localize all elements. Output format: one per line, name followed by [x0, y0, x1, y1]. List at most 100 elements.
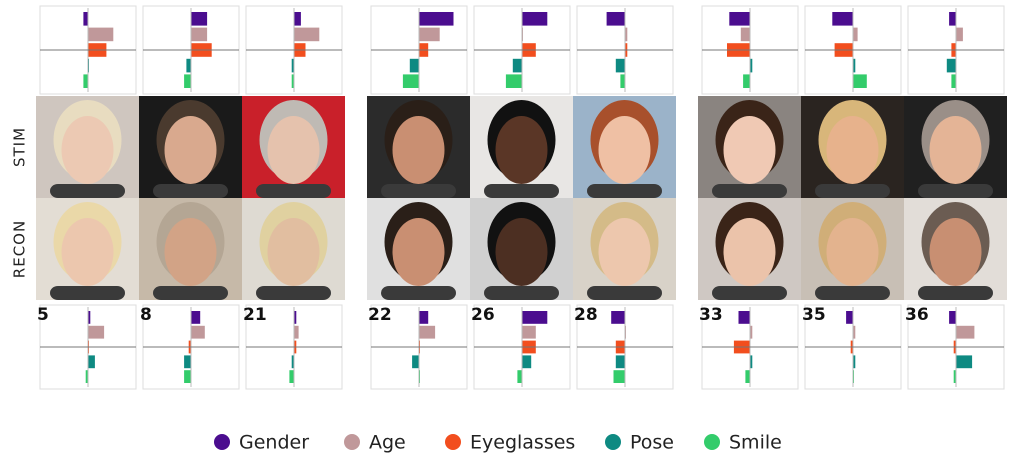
- reconstruction-image: [36, 198, 139, 300]
- shoulders: [918, 184, 993, 198]
- attribute-bar: [522, 311, 547, 324]
- face: [724, 116, 776, 184]
- face: [599, 218, 651, 286]
- attribute-bar: [88, 355, 95, 368]
- stimulus-id: 21: [243, 305, 267, 325]
- legend-label: Gender: [239, 432, 309, 454]
- legend-marker: [214, 434, 230, 450]
- stimulus-id: 5: [37, 305, 49, 325]
- legend-label: Age: [369, 432, 406, 454]
- stimulus-id: 35: [802, 305, 826, 325]
- face: [268, 116, 320, 184]
- attribute-bar: [294, 326, 299, 339]
- stimulus-image: [904, 96, 1007, 198]
- shoulders: [256, 286, 331, 300]
- attribute-bar: [513, 59, 522, 73]
- face: [496, 116, 548, 184]
- attribute-bar: [739, 311, 751, 324]
- attribute-bar: [853, 74, 867, 88]
- stimulus-id: 22: [368, 305, 392, 325]
- attribute-bar: [88, 28, 113, 42]
- legend-marker: [344, 434, 360, 450]
- attribute-bar: [294, 28, 319, 42]
- legend-marker: [445, 434, 461, 450]
- stimulus-id: 28: [574, 305, 598, 325]
- stimulus-id: 33: [699, 305, 723, 325]
- attribute-bar: [956, 326, 974, 339]
- face: [165, 116, 217, 184]
- face: [62, 218, 114, 286]
- attribute-bar: [412, 355, 419, 368]
- shoulders: [50, 286, 125, 300]
- legend-label: Pose: [630, 432, 674, 454]
- row-label: RECON: [11, 220, 29, 278]
- attribute-bar: [956, 355, 972, 368]
- stimulus-image: [801, 96, 904, 198]
- face: [724, 218, 776, 286]
- attribute-bar: [522, 326, 536, 339]
- stimulus-id: 36: [905, 305, 929, 325]
- reconstruction-image: [801, 198, 904, 300]
- attribute-bar: [616, 355, 625, 368]
- attribute-bar: [419, 12, 454, 26]
- face: [827, 116, 879, 184]
- row-label: STIM: [11, 127, 29, 167]
- attribute-bar: [745, 370, 750, 383]
- legend-marker: [704, 434, 720, 450]
- attribute-bar: [83, 12, 88, 26]
- attribute-bar: [729, 12, 750, 26]
- shoulders: [587, 286, 662, 300]
- attribute-bar: [506, 74, 522, 88]
- stimulus-image: [470, 96, 573, 198]
- shoulders: [153, 286, 228, 300]
- face: [393, 116, 445, 184]
- reconstruction-image: [367, 198, 470, 300]
- attribute-bar: [186, 59, 191, 73]
- shoulders: [153, 184, 228, 198]
- shoulders: [256, 184, 331, 198]
- legend-label: Eyeglasses: [470, 432, 575, 454]
- stimulus-id: 8: [140, 305, 152, 325]
- attribute-bar: [191, 311, 200, 324]
- stimulus-image: [242, 96, 345, 198]
- stimulus-id: 26: [471, 305, 495, 325]
- attribute-bar: [614, 370, 626, 383]
- face: [496, 218, 548, 286]
- attribute-bar: [522, 355, 531, 368]
- attribute-bar: [832, 12, 853, 26]
- attribute-bar: [949, 12, 956, 26]
- face: [599, 116, 651, 184]
- attribute-bar: [517, 370, 522, 383]
- legend-label: Smile: [729, 432, 782, 454]
- face: [62, 116, 114, 184]
- shoulders: [815, 286, 890, 300]
- shoulders: [712, 286, 787, 300]
- attribute-bar: [607, 12, 625, 26]
- shoulders: [381, 286, 456, 300]
- reconstruction-image: [698, 198, 801, 300]
- attribute-bar: [191, 12, 207, 26]
- stimulus-image: [139, 96, 242, 198]
- face: [827, 218, 879, 286]
- attribute-bar: [289, 370, 294, 383]
- face: [930, 116, 982, 184]
- attribute-bar: [184, 74, 191, 88]
- stimulus-image: [573, 96, 676, 198]
- shoulders: [587, 184, 662, 198]
- attribute-bar: [191, 28, 207, 42]
- shoulders: [50, 184, 125, 198]
- attribute-bar: [83, 74, 88, 88]
- shoulders: [484, 286, 559, 300]
- attribute-bar: [951, 74, 956, 88]
- reconstruction-image: [242, 198, 345, 300]
- stimulus-image: [36, 96, 139, 198]
- attribute-bar: [949, 311, 956, 324]
- shoulders: [381, 184, 456, 198]
- shoulders: [712, 184, 787, 198]
- stimulus-image: [698, 96, 801, 198]
- attribute-bar: [616, 59, 625, 73]
- attribute-bar: [419, 28, 440, 42]
- face: [393, 218, 445, 286]
- face: [165, 218, 217, 286]
- shoulders: [815, 184, 890, 198]
